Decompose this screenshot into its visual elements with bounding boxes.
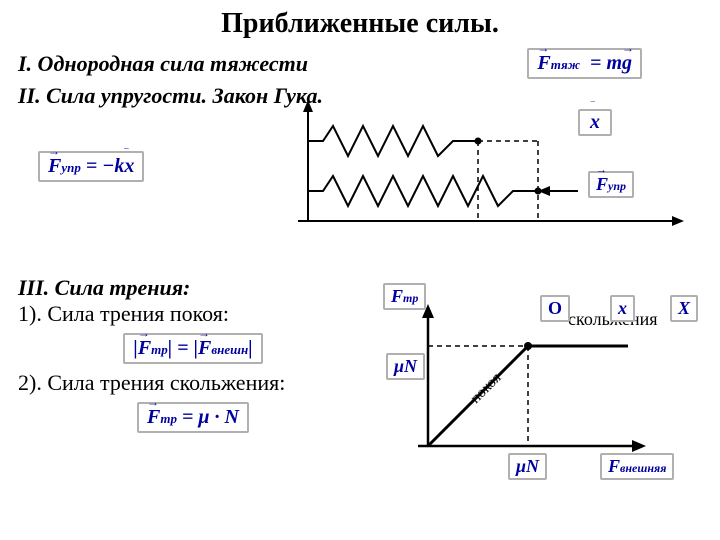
friction-item-2: 2). Сила трения скольжения: xyxy=(18,370,368,396)
label-f-ext-axis: Fвнешняя xyxy=(600,453,674,480)
section-1: I. Однородная сила тяжести F→тяж = mg→ xyxy=(0,46,720,81)
formula-friction-slide: F→тр = μ · N xyxy=(137,402,249,433)
label-x-vector: x‾ xyxy=(578,109,612,136)
spring-diagram-svg xyxy=(278,96,698,256)
friction-graph-area: покоя Fтр μN μN Fвнешняя скольжения xyxy=(368,301,702,481)
page-title: Приближенные силы. xyxy=(0,0,720,46)
label-origin-o: O xyxy=(540,295,570,322)
formula-friction-rest: |F→тр| = |F→внешн| xyxy=(123,333,262,364)
label-x-big: X xyxy=(670,295,698,322)
label-ftr-axis: Fтр xyxy=(383,283,426,310)
label-f-upr: F→упр xyxy=(588,171,634,198)
label-x-small: x xyxy=(610,295,635,322)
section-1-heading: I. Однородная сила тяжести xyxy=(18,51,308,77)
friction-item-1: 1). Сила трения покоя: xyxy=(18,301,368,327)
label-mu-n-y: μN xyxy=(386,353,425,380)
spring-diagram-area: F→упр = −kx‾ x‾ F→упр xyxy=(18,111,702,271)
label-mu-n-x: μN xyxy=(508,453,547,480)
formula-hooke: F→упр = −kx‾ xyxy=(38,151,144,182)
formula-gravity: F→тяж = mg→ xyxy=(527,48,642,79)
